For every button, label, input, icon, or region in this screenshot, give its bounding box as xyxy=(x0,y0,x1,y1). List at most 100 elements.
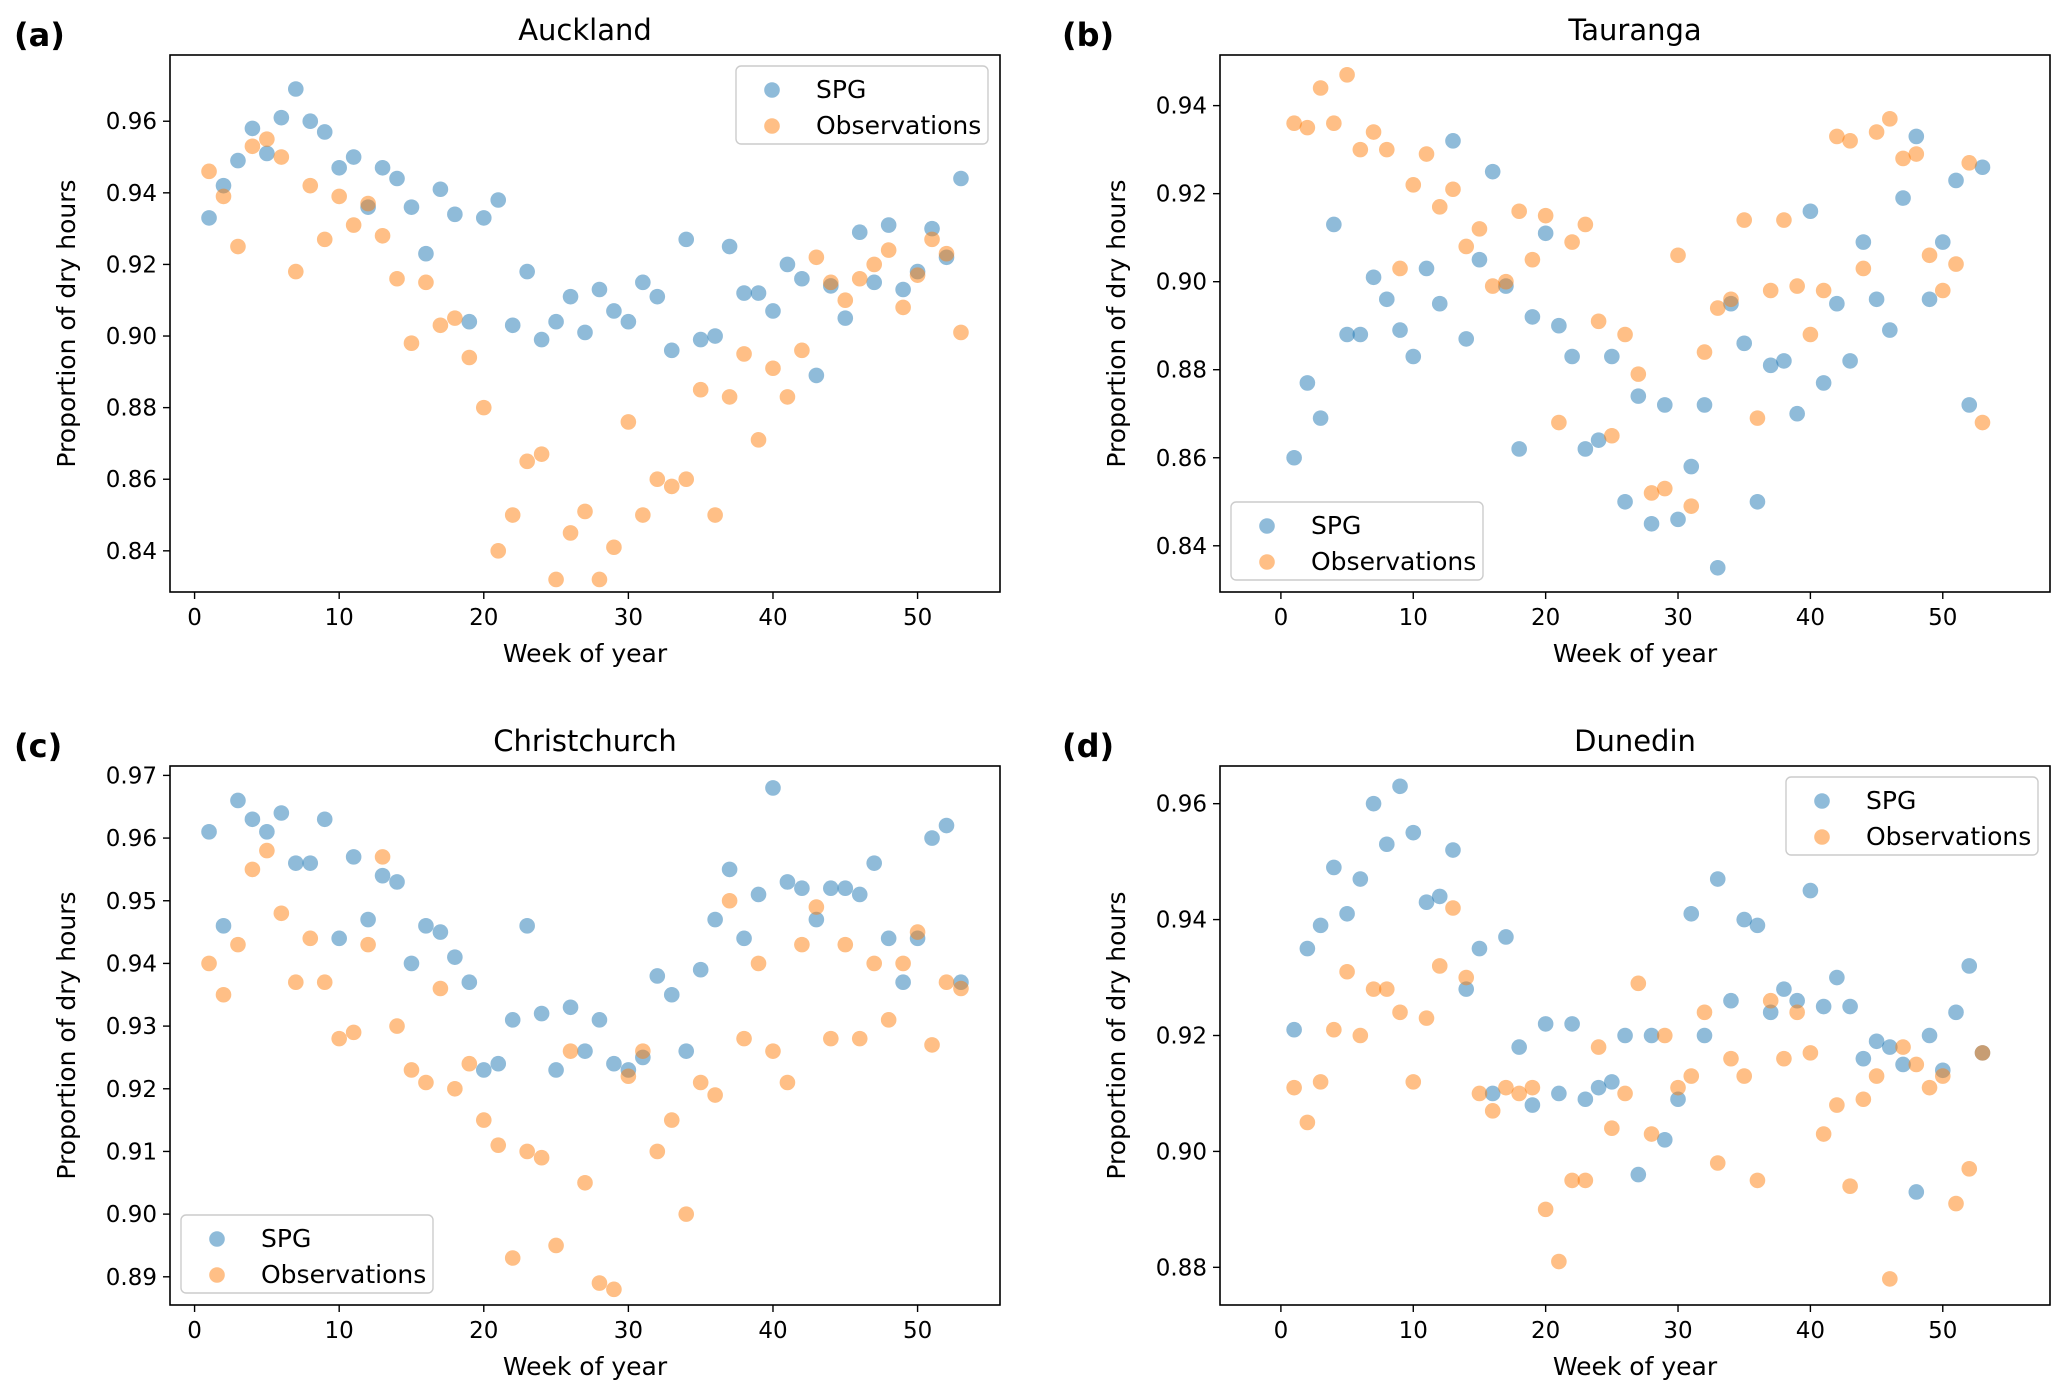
spg-point xyxy=(1365,795,1382,812)
spg-point xyxy=(1524,1097,1541,1113)
y-tick-label: 0.86 xyxy=(1156,446,1207,472)
observations-point xyxy=(823,1030,839,1047)
legend-label: SPG xyxy=(1866,786,1916,815)
spg-point xyxy=(678,1043,695,1059)
observations-point xyxy=(606,1281,622,1298)
observations-point xyxy=(1683,498,1700,514)
y-tick-label: 0.89 xyxy=(106,1265,157,1291)
spg-point xyxy=(1855,1050,1872,1067)
observations-point xyxy=(577,503,593,520)
observations-point xyxy=(765,1043,781,1059)
observations-point xyxy=(736,1030,752,1047)
observations-point xyxy=(1630,975,1647,992)
observations-point xyxy=(1709,1155,1726,1171)
observations-point xyxy=(1352,141,1369,158)
observations-point xyxy=(1378,141,1395,158)
x-tick-label: 50 xyxy=(903,605,932,631)
spg-point xyxy=(1776,981,1792,997)
spg-point xyxy=(1855,234,1872,250)
spg-point xyxy=(663,342,680,359)
x-tick-label: 40 xyxy=(758,605,787,631)
observations-point xyxy=(663,1112,680,1128)
observations-point xyxy=(230,238,246,255)
y-tick-label: 0.95 xyxy=(106,889,157,915)
spg-point xyxy=(1471,940,1488,957)
observations-point xyxy=(1921,1079,1938,1096)
panel-label: (d) xyxy=(1062,727,1114,765)
spg-point xyxy=(1511,441,1527,457)
spg-point xyxy=(1484,163,1501,180)
spg-point xyxy=(1286,449,1302,466)
observations-point xyxy=(331,1030,347,1047)
observations-point xyxy=(345,1024,362,1041)
spg-point xyxy=(953,170,969,187)
observations-point xyxy=(1617,1085,1633,1102)
observations-point xyxy=(259,131,275,147)
spg-point xyxy=(895,974,911,991)
observations-point xyxy=(403,335,420,351)
panel-label: (c) xyxy=(14,727,62,765)
observations-point xyxy=(1670,1079,1686,1096)
observations-point xyxy=(504,507,521,523)
spg-point xyxy=(331,930,347,947)
x-tick-label: 0 xyxy=(187,605,202,631)
observations-point xyxy=(663,478,680,495)
panel-label: (b) xyxy=(1062,16,1114,54)
spg-point xyxy=(1815,998,1832,1015)
spg-point xyxy=(1630,1166,1647,1183)
observations-point xyxy=(1842,1178,1858,1194)
observations-point xyxy=(316,974,333,991)
legend-box xyxy=(180,1214,434,1294)
spg-point xyxy=(1286,1021,1302,1038)
spg-point xyxy=(1762,357,1779,374)
legend-box xyxy=(1785,776,2039,856)
observations-point xyxy=(1498,273,1514,290)
observations-point xyxy=(606,539,622,556)
y-tick-label: 0.94 xyxy=(1156,94,1207,120)
x-axis-label: Week of year xyxy=(1553,1352,1718,1381)
spg-point xyxy=(273,109,290,126)
observations-point xyxy=(1392,260,1408,277)
observations-point xyxy=(1339,963,1355,980)
spg-point xyxy=(533,331,550,348)
observations-point xyxy=(895,955,911,972)
x-axis-label: Week of year xyxy=(1553,639,1718,668)
observations-point xyxy=(794,936,810,953)
spg-point xyxy=(1709,559,1726,576)
spg-point xyxy=(288,81,304,97)
spg-point xyxy=(692,331,709,348)
spg-point xyxy=(1299,375,1316,391)
y-tick-label: 0.86 xyxy=(106,467,157,493)
observations-point xyxy=(389,270,405,287)
spg-point xyxy=(1551,317,1567,334)
spg-point xyxy=(1868,291,1885,308)
observations-point xyxy=(548,571,564,588)
spg-point xyxy=(548,1062,564,1078)
observations-point xyxy=(1842,133,1858,149)
observations-legend-marker xyxy=(209,1267,225,1283)
observations-point xyxy=(1948,256,1964,272)
spg-point xyxy=(1537,1016,1554,1032)
observations-legend-marker xyxy=(1814,829,1830,845)
observations-point xyxy=(1921,247,1938,264)
x-axis-label: Week of year xyxy=(503,1352,668,1381)
observations-point xyxy=(1895,1039,1911,1055)
spg-point xyxy=(1829,295,1845,312)
spg-point xyxy=(1670,511,1686,528)
spg-point xyxy=(201,210,217,226)
observations-point xyxy=(1656,1027,1673,1044)
spg-point xyxy=(374,867,391,884)
spg-point xyxy=(1577,1091,1594,1108)
observations-point xyxy=(1934,282,1951,299)
observations-point xyxy=(1458,969,1475,986)
spg-point xyxy=(1458,331,1475,347)
observations-point xyxy=(418,1074,434,1091)
observations-point xyxy=(1484,278,1501,294)
spg-point xyxy=(1590,1079,1607,1096)
spg-point xyxy=(302,113,319,130)
spg-point xyxy=(1352,326,1369,343)
observations-point xyxy=(1762,992,1779,1009)
observations-point xyxy=(1564,234,1580,250)
legend: SPG Observations xyxy=(1785,776,2039,856)
y-tick-label: 0.96 xyxy=(1156,792,1207,818)
